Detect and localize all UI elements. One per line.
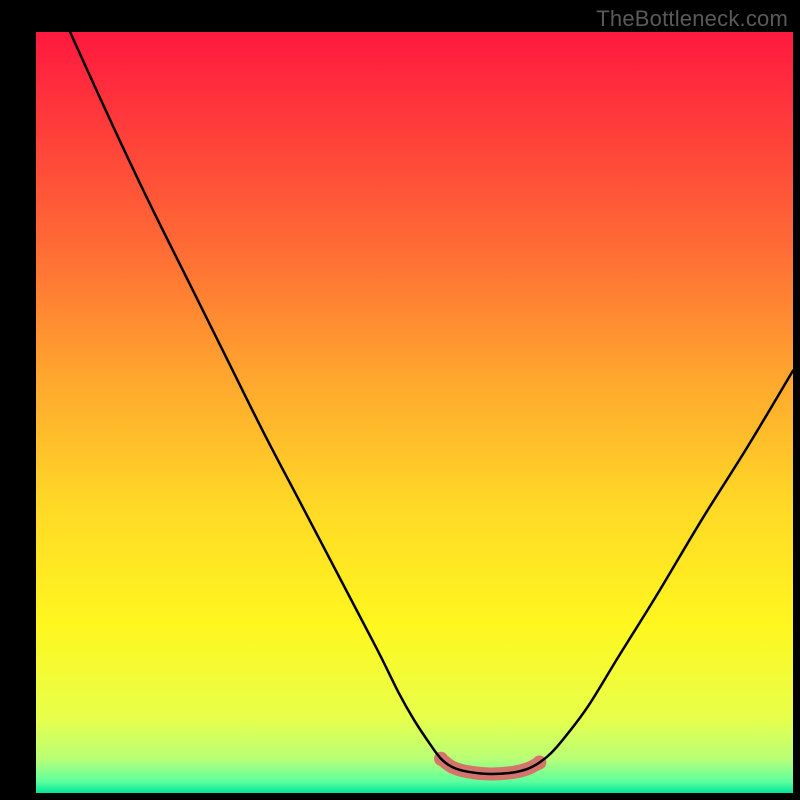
watermark-label: TheBottleneck.com xyxy=(596,6,788,32)
chart-container: TheBottleneck.com xyxy=(0,0,800,800)
plot-background xyxy=(36,32,793,793)
bottleneck-curve-plot xyxy=(0,0,800,800)
